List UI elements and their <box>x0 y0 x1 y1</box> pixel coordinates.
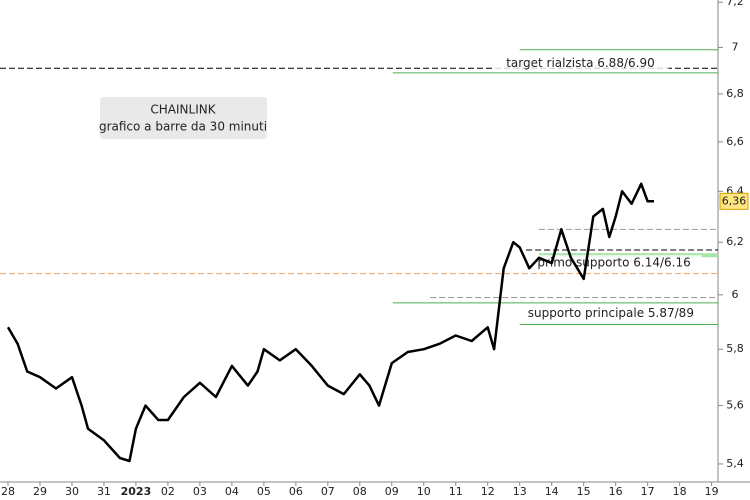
x-tick-label: 15 <box>577 485 591 498</box>
annotation: supporto principale 5.87/89 <box>528 306 694 320</box>
box-subtitle: grafico a barre da 30 minuti <box>99 120 267 134</box>
x-tick-label: 07 <box>321 485 335 498</box>
y-tick-label: 6,6 <box>726 135 744 148</box>
price-line <box>6 182 654 463</box>
y-tick-label: 6 <box>732 288 739 301</box>
y-tick-label: 7,2 <box>726 0 744 8</box>
x-tick-label: 28 <box>1 485 15 498</box>
x-tick-label: 2023 <box>121 485 152 498</box>
annotation: primo supporto 6.14/6.16 <box>537 256 690 270</box>
x-tick-label: 17 <box>641 485 655 498</box>
box-title: CHAINLINK <box>150 103 216 117</box>
y-tick-label: 5,4 <box>726 457 744 470</box>
annotation: target rialzista 6.88/6.90 <box>506 56 655 70</box>
annotation-bg <box>492 55 669 72</box>
x-tick-label: 06 <box>289 485 303 498</box>
y-tick-label: 5,6 <box>726 399 744 412</box>
last-price-label: 6,36 <box>722 194 747 207</box>
x-tick-label: 29 <box>33 485 47 498</box>
annotation-bg <box>522 305 699 322</box>
x-tick-label: 05 <box>257 485 271 498</box>
x-tick-label: 10 <box>417 485 431 498</box>
x-tick-label: 12 <box>481 485 495 498</box>
x-tick-label: 08 <box>353 485 367 498</box>
y-tick-label: 7 <box>732 40 739 53</box>
annotation-bg <box>526 255 703 272</box>
x-tick-label: 18 <box>673 485 687 498</box>
x-tick-label: 04 <box>225 485 239 498</box>
y-tick-label: 6,2 <box>726 235 744 248</box>
x-tick-label: 16 <box>609 485 623 498</box>
y-tick-label: 6,8 <box>726 87 744 100</box>
last-price-box <box>719 192 749 210</box>
y-tick-label: 5,8 <box>726 342 744 355</box>
x-tick-label: 09 <box>385 485 399 498</box>
x-tick-label: 03 <box>193 485 207 498</box>
x-tick-label: 02 <box>161 485 175 498</box>
info-box <box>100 97 267 139</box>
x-tick-label: 19 <box>705 485 719 498</box>
x-tick-label: 14 <box>545 485 559 498</box>
x-tick-label: 11 <box>449 485 463 498</box>
x-tick-label: 30 <box>65 485 79 498</box>
x-tick-label: 31 <box>97 485 111 498</box>
x-tick-label: 13 <box>513 485 527 498</box>
